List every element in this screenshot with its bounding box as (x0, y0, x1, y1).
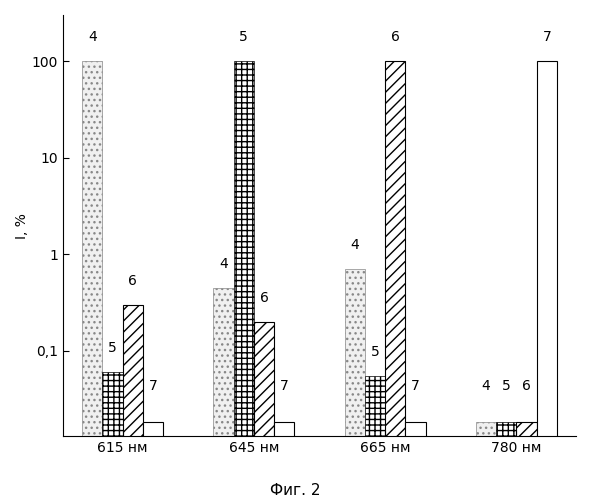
Text: 5: 5 (502, 380, 511, 394)
Text: 6: 6 (259, 290, 268, 304)
Text: 4: 4 (219, 256, 228, 270)
Bar (254, 322, 274, 500)
Bar (102, 372, 123, 500)
Bar (537, 61, 557, 500)
Text: 7: 7 (149, 380, 157, 394)
Bar (385, 61, 405, 500)
Bar (274, 422, 294, 500)
Text: 7: 7 (411, 380, 420, 394)
Text: 6: 6 (391, 30, 400, 44)
Bar (233, 61, 254, 500)
Y-axis label: I, %: I, % (15, 212, 29, 238)
Bar (476, 422, 496, 500)
Bar (82, 61, 102, 500)
Text: 5: 5 (371, 344, 379, 358)
Text: 5: 5 (108, 341, 117, 355)
Bar (345, 269, 365, 500)
Text: 4: 4 (88, 30, 96, 44)
Text: 4: 4 (350, 238, 359, 252)
Text: 6: 6 (128, 274, 137, 287)
Bar (405, 422, 426, 500)
Bar (123, 304, 143, 500)
Bar (143, 422, 163, 500)
Bar (496, 422, 517, 500)
Bar (365, 376, 385, 500)
Text: 5: 5 (239, 30, 248, 44)
Bar (213, 288, 233, 500)
Text: 4: 4 (482, 380, 491, 394)
Text: Фиг. 2: Фиг. 2 (270, 483, 321, 498)
Text: 7: 7 (280, 380, 288, 394)
Bar (517, 422, 537, 500)
Text: 6: 6 (522, 380, 531, 394)
Text: 7: 7 (543, 30, 551, 44)
